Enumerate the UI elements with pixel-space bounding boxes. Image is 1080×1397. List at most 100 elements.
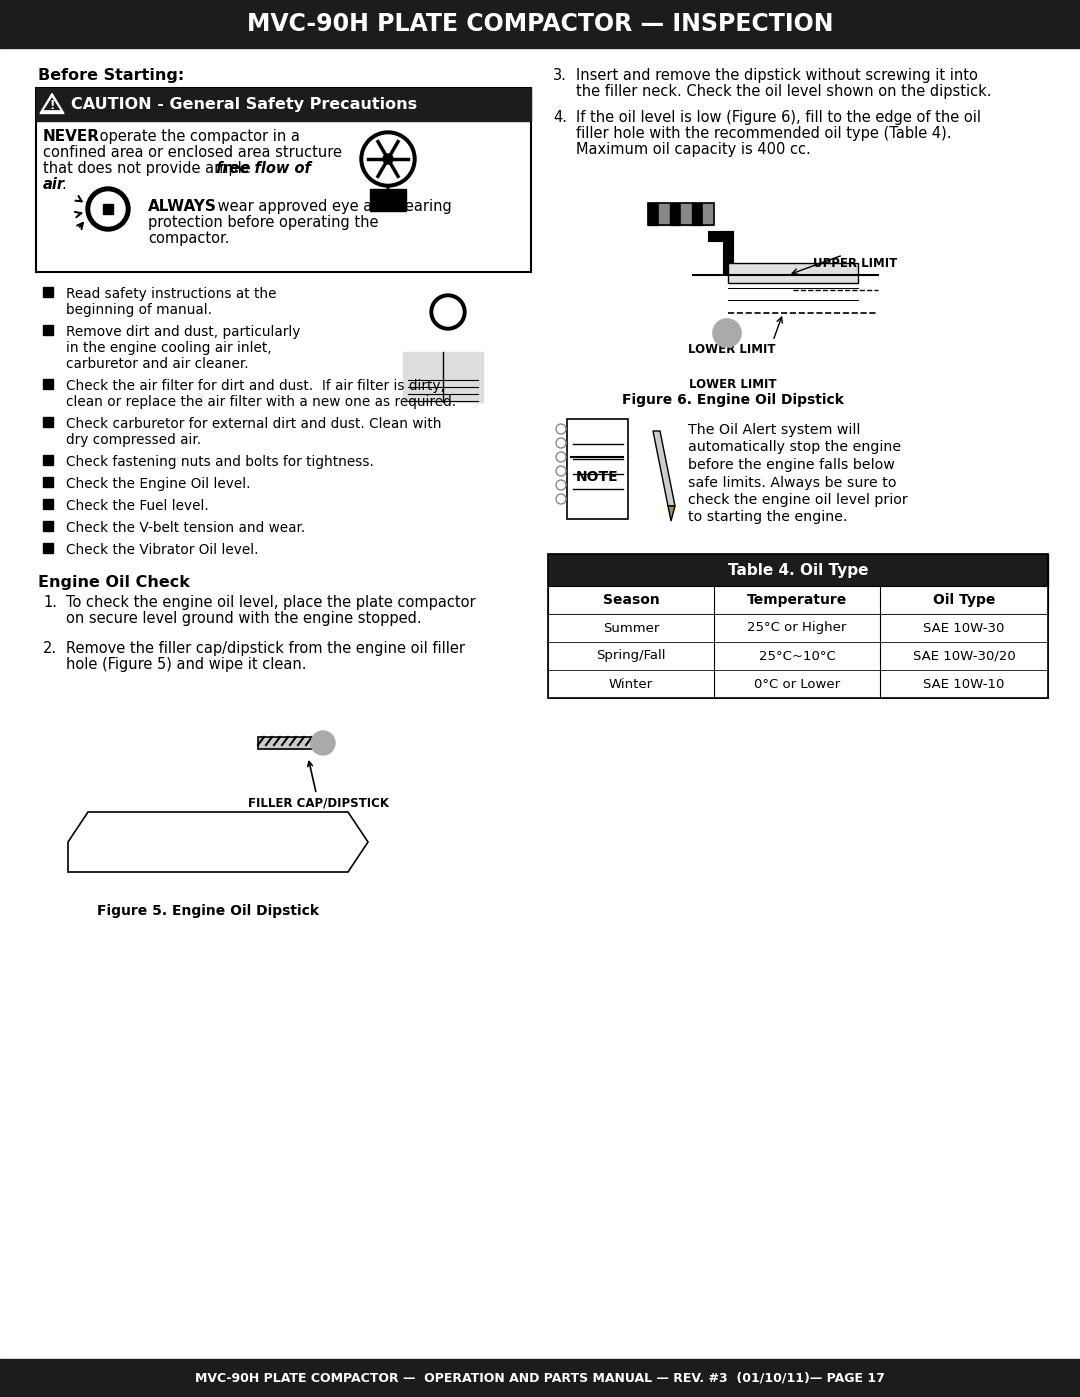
Text: !: !	[50, 99, 55, 112]
Text: Figure 6. Engine Oil Dipstick: Figure 6. Engine Oil Dipstick	[622, 393, 843, 407]
Bar	[670, 203, 680, 225]
Text: The Oil Alert system will: The Oil Alert system will	[688, 423, 861, 437]
Text: Before Starting:: Before Starting:	[38, 68, 185, 82]
Text: free flow of: free flow of	[216, 161, 311, 176]
Circle shape	[434, 298, 462, 326]
Circle shape	[311, 731, 335, 754]
Text: SAE 10W-30: SAE 10W-30	[923, 622, 1004, 634]
Text: CAUTION - General Safety Precautions: CAUTION - General Safety Precautions	[71, 96, 417, 112]
Bar	[648, 203, 714, 225]
Text: MVC-90H PLATE COMPACTOR —  OPERATION AND PARTS MANUAL — REV. #3  (01/10/11)— PAG: MVC-90H PLATE COMPACTOR — OPERATION AND …	[195, 1372, 885, 1384]
Text: Engine Oil Check: Engine Oil Check	[38, 576, 190, 590]
Text: Insert and remove the dipstick without screwing it into: Insert and remove the dipstick without s…	[576, 68, 977, 82]
Text: ALWAYS: ALWAYS	[148, 198, 217, 214]
Bar	[0, 1359, 1080, 1397]
Text: 4.: 4.	[553, 110, 567, 124]
Bar	[548, 643, 1048, 671]
Text: Check the Fuel level.: Check the Fuel level.	[66, 499, 208, 513]
Bar	[43, 499, 53, 509]
Polygon shape	[68, 812, 368, 872]
Text: Table 4. Oil Type: Table 4. Oil Type	[728, 563, 868, 577]
Text: Check fastening nuts and bolts for tightness.: Check fastening nuts and bolts for tight…	[66, 455, 374, 469]
Bar	[36, 88, 531, 122]
Text: Read safety instructions at the: Read safety instructions at the	[66, 286, 276, 300]
Text: safe limits. Always be sure to: safe limits. Always be sure to	[688, 475, 896, 489]
Bar	[43, 521, 53, 531]
Bar	[43, 286, 53, 298]
Text: 1.: 1.	[43, 595, 57, 610]
Text: air: air	[43, 177, 65, 191]
Text: Oil Type: Oil Type	[933, 592, 995, 608]
Bar	[0, 1362, 1080, 1397]
Text: that does not provide ample: that does not provide ample	[43, 161, 255, 176]
Text: on secure level ground with the engine stopped.: on secure level ground with the engine s…	[66, 610, 421, 626]
Circle shape	[383, 154, 393, 163]
Text: 25°C or Higher: 25°C or Higher	[747, 622, 847, 634]
Polygon shape	[40, 94, 64, 113]
Text: LOWER LIMIT: LOWER LIMIT	[689, 379, 777, 391]
Bar	[258, 738, 323, 749]
Text: clean or replace the air filter with a new one as required.: clean or replace the air filter with a n…	[66, 395, 456, 409]
Text: protection before operating the: protection before operating the	[148, 215, 378, 231]
Text: Figure 5. Engine Oil Dipstick: Figure 5. Engine Oil Dipstick	[97, 904, 319, 918]
Circle shape	[713, 319, 741, 346]
Bar	[648, 203, 658, 225]
Text: Check the air filter for dirt and dust.  If air filter is dirty,: Check the air filter for dirt and dust. …	[66, 379, 445, 393]
Text: Check the Vibrator Oil level.: Check the Vibrator Oil level.	[66, 543, 258, 557]
Bar	[8, 1363, 1072, 1393]
Text: MVC-90H PLATE COMPACTOR — INSPECTION: MVC-90H PLATE COMPACTOR — INSPECTION	[246, 13, 834, 36]
Text: Spring/Fall: Spring/Fall	[596, 650, 665, 662]
Text: Check carburetor for external dirt and dust. Clean with: Check carburetor for external dirt and d…	[66, 416, 442, 432]
Bar	[567, 419, 627, 520]
Text: FILLER CAP/DIPSTICK: FILLER CAP/DIPSTICK	[248, 761, 389, 810]
Text: Season: Season	[603, 592, 660, 608]
Text: SAE 10W-30/20: SAE 10W-30/20	[913, 650, 1015, 662]
Bar	[103, 204, 113, 214]
Text: confined area or enclosed area structure: confined area or enclosed area structure	[43, 145, 342, 161]
Polygon shape	[669, 506, 675, 521]
Bar	[548, 671, 1048, 698]
Circle shape	[430, 293, 465, 330]
Circle shape	[360, 131, 416, 187]
Text: LOWER LIMIT: LOWER LIMIT	[688, 344, 775, 356]
Text: operate the compactor in a: operate the compactor in a	[95, 129, 300, 144]
Bar	[36, 88, 531, 272]
Bar	[8, 1363, 1072, 1396]
Bar	[548, 585, 1048, 615]
Bar	[43, 455, 53, 465]
Polygon shape	[653, 432, 675, 506]
Text: Maximum oil capacity is 400 cc.: Maximum oil capacity is 400 cc.	[576, 142, 811, 156]
Bar	[0, 0, 1080, 47]
Text: NEVER: NEVER	[43, 129, 100, 144]
Text: Remove dirt and dust, particularly: Remove dirt and dust, particularly	[66, 326, 300, 339]
Bar	[548, 555, 1048, 585]
Text: beginning of manual.: beginning of manual.	[66, 303, 212, 317]
Bar	[659, 203, 669, 225]
Text: wear approved eye and hearing: wear approved eye and hearing	[213, 198, 451, 214]
Bar	[692, 203, 702, 225]
Bar	[43, 379, 53, 388]
Bar	[703, 203, 713, 225]
Text: 3.: 3.	[553, 68, 567, 82]
Text: 25°C~10°C: 25°C~10°C	[758, 650, 835, 662]
Polygon shape	[43, 96, 60, 110]
Text: MVC-90H PLATE COMPACTOR —  OPERATION AND PARTS MANUAL — REV. #3  (01/10/11)— PAG: MVC-90H PLATE COMPACTOR — OPERATION AND …	[173, 1373, 907, 1386]
Text: in the engine cooling air inlet,: in the engine cooling air inlet,	[66, 341, 272, 355]
Text: 2.: 2.	[43, 641, 57, 657]
Text: UPPER LIMIT: UPPER LIMIT	[813, 257, 897, 270]
Bar	[548, 555, 1048, 698]
Text: Summer: Summer	[603, 622, 659, 634]
Circle shape	[91, 191, 125, 226]
Text: Check the V-belt tension and wear.: Check the V-belt tension and wear.	[66, 521, 306, 535]
Text: compactor.: compactor.	[148, 231, 229, 246]
Text: NOTE: NOTE	[577, 469, 619, 483]
Text: hole (Figure 5) and wipe it clean.: hole (Figure 5) and wipe it clean.	[66, 657, 307, 672]
Text: the filler neck. Check the oil level shown on the dipstick.: the filler neck. Check the oil level sho…	[576, 84, 991, 99]
Bar	[370, 189, 406, 211]
Text: dry compressed air.: dry compressed air.	[66, 433, 201, 447]
Circle shape	[86, 187, 130, 231]
Text: Remove the filler cap/dipstick from the engine oil filler: Remove the filler cap/dipstick from the …	[66, 641, 465, 657]
Text: carburetor and air cleaner.: carburetor and air cleaner.	[66, 358, 248, 372]
Text: filler hole with the recommended oil type (Table 4).: filler hole with the recommended oil typ…	[576, 126, 951, 141]
Text: to starting the engine.: to starting the engine.	[688, 510, 848, 524]
